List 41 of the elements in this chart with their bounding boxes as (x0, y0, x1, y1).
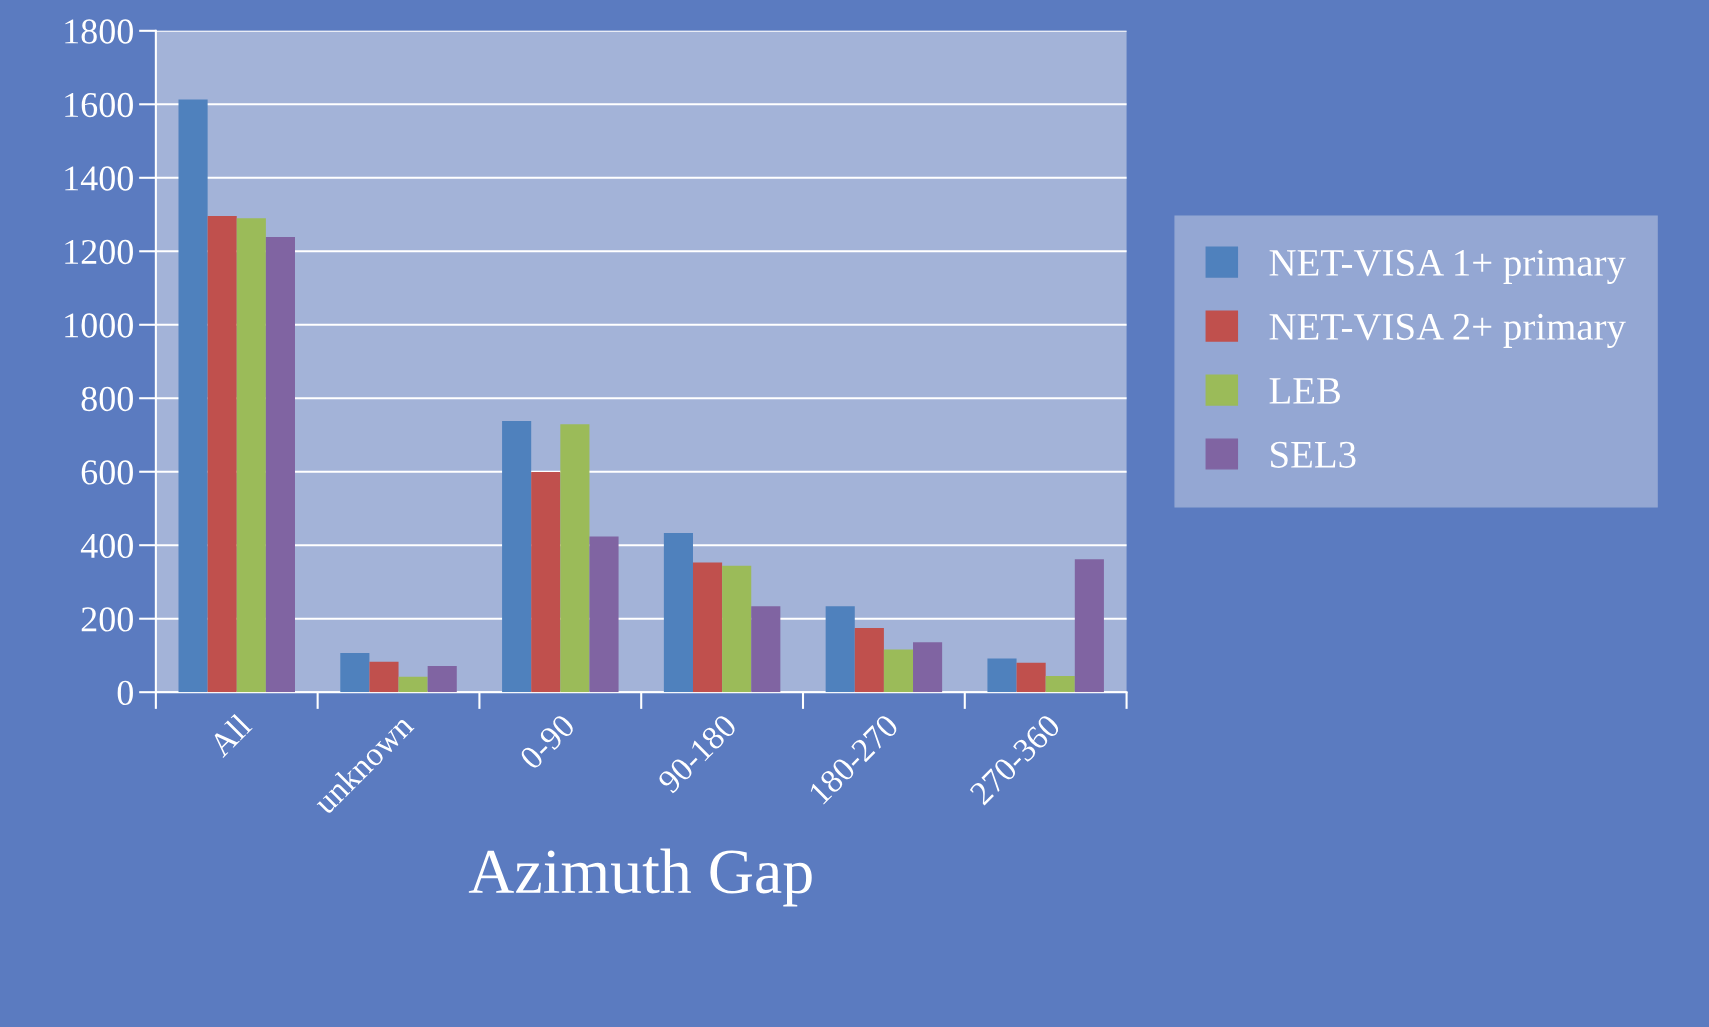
x-axis-title: Azimuth Gap (468, 848, 812, 907)
bar (751, 606, 781, 693)
y-tick-label: 1600 (65, 92, 133, 118)
y-tick-label: 400 (80, 533, 133, 559)
bar (369, 661, 399, 693)
bar (531, 472, 561, 693)
bar (502, 421, 532, 693)
bar (692, 562, 723, 693)
y-tick-label: 0 (117, 680, 133, 706)
bar (987, 658, 1017, 693)
bar (722, 565, 752, 693)
y-tick-label: 600 (81, 460, 133, 485)
legend-label: LEB (1269, 378, 1341, 404)
bar (1045, 676, 1075, 693)
legend-label: SEL3 (1271, 441, 1356, 468)
bar (265, 236, 295, 693)
bar (589, 536, 619, 693)
legend-label: NET-VISA 1+ primary (1269, 249, 1626, 284)
y-tick-label: 1800 (65, 19, 133, 44)
x-tick-label: 0-90 (518, 713, 577, 771)
bar (236, 218, 266, 693)
bar (825, 606, 855, 693)
y-tick-label: 1200 (65, 239, 133, 265)
bar (854, 627, 884, 693)
bar (1016, 662, 1046, 693)
bar (207, 216, 237, 693)
bar (560, 424, 590, 693)
bar (913, 642, 943, 693)
bar (663, 533, 693, 693)
x-tick-label: All (206, 712, 253, 758)
legend-label: NET-VISA 2+ primary (1269, 313, 1626, 348)
y-tick-label: 200 (81, 607, 133, 632)
bar (427, 666, 457, 693)
bar (340, 652, 370, 693)
bar (178, 99, 208, 693)
bar (398, 676, 428, 693)
y-tick-label: 1000 (65, 313, 133, 338)
bar (1074, 559, 1104, 693)
y-tick-label: 1400 (65, 166, 133, 191)
y-tick-label: 800 (81, 386, 133, 412)
bar (883, 649, 914, 693)
